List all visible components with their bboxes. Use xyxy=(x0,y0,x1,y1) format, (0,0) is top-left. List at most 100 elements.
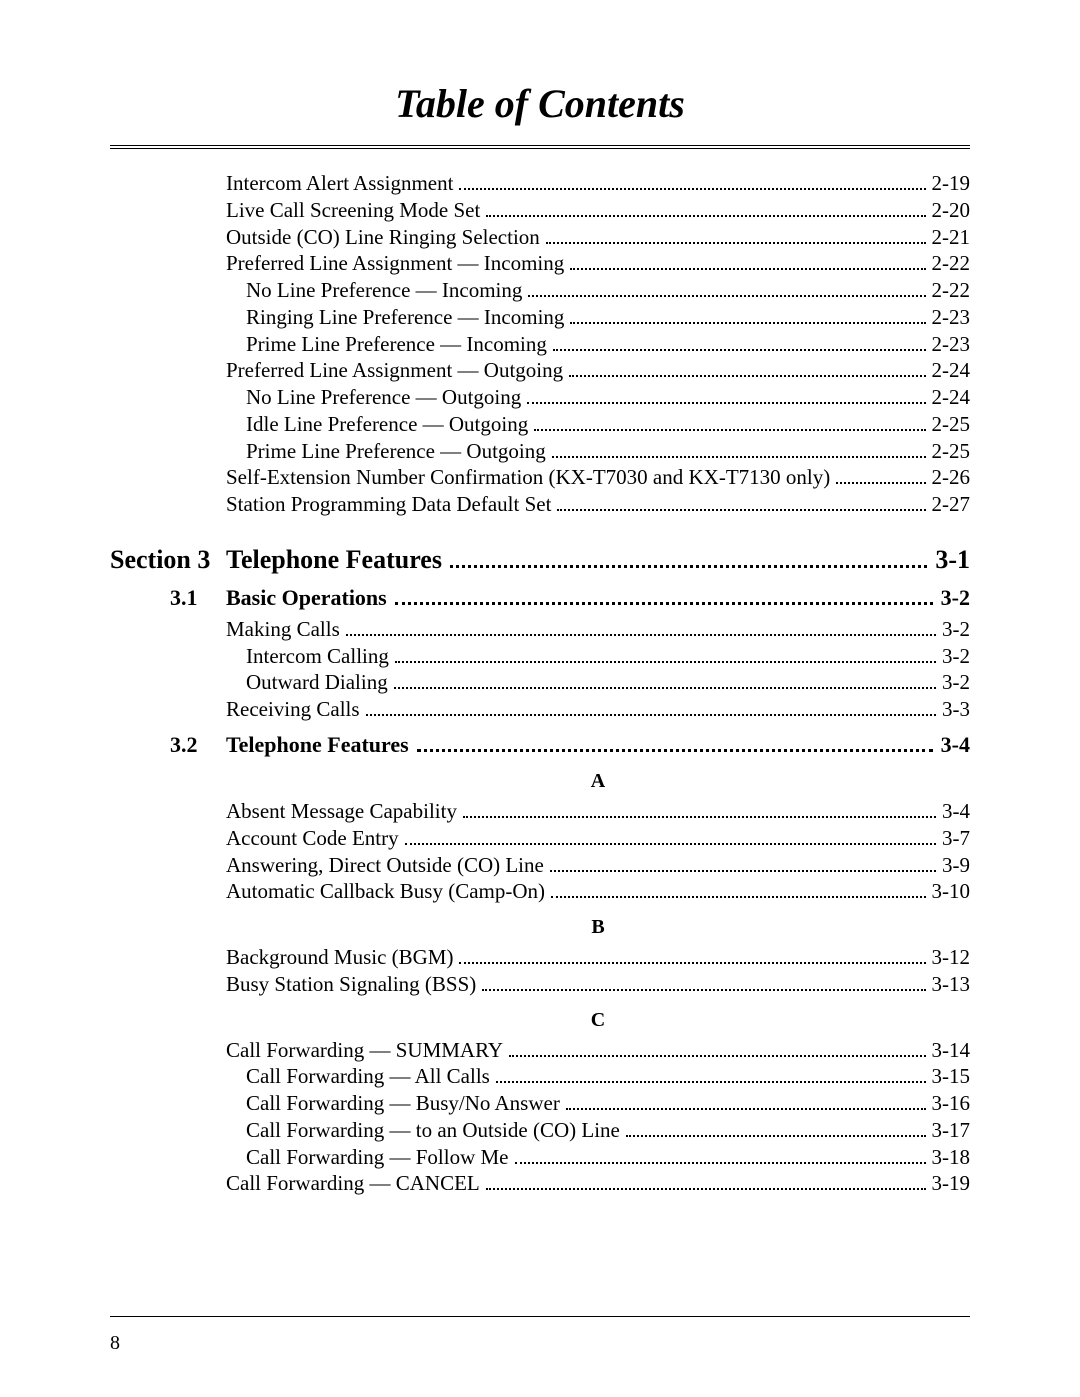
leader-dots xyxy=(366,714,936,716)
toc-entry-page: 3-14 xyxy=(932,1038,971,1063)
toc-entry-label: Account Code Entry xyxy=(226,826,399,851)
toc-entry-page: 3-15 xyxy=(932,1064,971,1089)
toc-entry: Call Forwarding — to an Outside (CO) Lin… xyxy=(226,1118,970,1143)
toc-entry-page: 2-21 xyxy=(932,225,971,250)
leader-dots xyxy=(527,402,925,404)
leader-dots xyxy=(482,989,925,991)
subsection-page: 3-4 xyxy=(941,732,970,758)
subsection-number: 3.1 xyxy=(170,585,226,611)
toc-entry: Idle Line Preference — Outgoing 2-25 xyxy=(226,412,970,437)
section-page: 3-1 xyxy=(935,545,970,575)
toc-entry-page: 3-17 xyxy=(932,1118,971,1143)
toc-entry: Answering, Direct Outside (CO) Line 3-9 xyxy=(226,853,970,878)
toc-entry-label: Prime Line Preference — Outgoing xyxy=(246,439,546,464)
toc-entry-page: 3-2 xyxy=(942,670,970,695)
leader-dots xyxy=(528,295,925,297)
leader-dots xyxy=(496,1081,926,1083)
toc-entry-label: Outward Dialing xyxy=(246,670,388,695)
toc-entry-label: Receiving Calls xyxy=(226,697,360,722)
toc-entry: Call Forwarding — Busy/No Answer3-16 xyxy=(226,1091,970,1116)
toc-entry-label: Self-Extension Number Confirmation (KX-T… xyxy=(226,465,830,490)
subsection-title: Basic Operations xyxy=(226,585,387,611)
leader-dots xyxy=(405,843,936,845)
toc-entry: Station Programming Data Default Set2-27 xyxy=(226,492,970,517)
toc-entry-page: 3-2 xyxy=(942,644,970,669)
toc-entry-page: 3-10 xyxy=(932,879,971,904)
toc-entry-page: 2-20 xyxy=(932,198,971,223)
toc-entry: Preferred Line Assignment — Outgoing2-24 xyxy=(226,358,970,383)
toc-entry-label: Station Programming Data Default Set xyxy=(226,492,551,517)
toc-entry-page: 3-12 xyxy=(932,945,971,970)
toc-entry: Automatic Callback Busy (Camp-On) 3-10 xyxy=(226,879,970,904)
footer-rule xyxy=(110,1316,970,1317)
toc-entry-page: 2-22 xyxy=(932,251,971,276)
toc-entry-label: Preferred Line Assignment — Outgoing xyxy=(226,358,563,383)
toc-entry-page: 2-22 xyxy=(932,278,971,303)
leader-dots xyxy=(836,482,925,484)
entries-a: Absent Message Capability3-4Account Code… xyxy=(226,799,970,904)
toc-entry-page: 2-25 xyxy=(932,439,971,464)
leader-dots xyxy=(557,509,925,511)
toc-entry: Ringing Line Preference — Incoming2-23 xyxy=(226,305,970,330)
leader-dots xyxy=(550,870,936,872)
toc-entry: Absent Message Capability 3-4 xyxy=(226,799,970,824)
toc-entry-label: Answering, Direct Outside (CO) Line xyxy=(226,853,544,878)
toc-top-block: Intercom Alert Assignment2-19Live Call S… xyxy=(226,171,970,517)
leader-dots xyxy=(346,634,936,636)
leader-dots xyxy=(552,456,926,458)
toc-entry-label: Call Forwarding — SUMMARY xyxy=(226,1038,503,1063)
toc-entry: Call Forwarding — CANCEL3-19 xyxy=(226,1171,970,1196)
index-letter-b: B xyxy=(226,916,970,939)
toc-entry-page: 2-23 xyxy=(932,305,971,330)
toc-entry: Receiving Calls3-3 xyxy=(226,697,970,722)
toc-entry-label: Absent Message Capability xyxy=(226,799,457,824)
toc-entry-page: 2-25 xyxy=(932,412,971,437)
toc-entry-page: 3-9 xyxy=(942,853,970,878)
leader-dots xyxy=(395,602,933,605)
toc-entry: No Line Preference — Outgoing2-24 xyxy=(226,385,970,410)
toc-entry-page: 3-2 xyxy=(942,617,970,642)
toc-entry: Outside (CO) Line Ringing Selection 2-21 xyxy=(226,225,970,250)
section-title: Telephone Features xyxy=(226,545,442,575)
toc-entry: Prime Line Preference — Incoming2-23 xyxy=(226,332,970,357)
section-number: Section 3 xyxy=(110,545,226,575)
toc-entry-label: Automatic Callback Busy (Camp-On) xyxy=(226,879,545,904)
toc-entry-label: Idle Line Preference — Outgoing xyxy=(246,412,528,437)
toc-entry-label: Call Forwarding — Busy/No Answer xyxy=(246,1091,560,1116)
toc-entry-label: Background Music (BGM) xyxy=(226,945,453,970)
leader-dots xyxy=(450,565,927,568)
toc-entry-page: 2-26 xyxy=(932,465,971,490)
toc-entry: Prime Line Preference — Outgoing 2-25 xyxy=(226,439,970,464)
entries-c: Call Forwarding — SUMMARY3-14Call Forwar… xyxy=(226,1038,970,1197)
toc-entry-label: Call Forwarding — CANCEL xyxy=(226,1171,480,1196)
section-3-heading: Section 3 Telephone Features 3-1 xyxy=(110,545,970,575)
leader-dots xyxy=(395,661,936,663)
toc-entry: Intercom Alert Assignment2-19 xyxy=(226,171,970,196)
subsection-number: 3.2 xyxy=(170,732,226,758)
leader-dots xyxy=(570,322,925,324)
toc-entry-label: Outside (CO) Line Ringing Selection xyxy=(226,225,540,250)
toc-entry-label: Live Call Screening Mode Set xyxy=(226,198,480,223)
page-number: 8 xyxy=(110,1332,120,1355)
leader-dots xyxy=(486,215,925,217)
page: Table of Contents Intercom Alert Assignm… xyxy=(0,0,1080,1397)
title-rule xyxy=(110,145,970,149)
toc-entry: Outward Dialing 3-2 xyxy=(226,670,970,695)
toc-entry-label: No Line Preference — Incoming xyxy=(246,278,522,303)
entries-b: Background Music (BGM)3-12Busy Station S… xyxy=(226,945,970,997)
toc-entry: Call Forwarding — All Calls 3-15 xyxy=(226,1064,970,1089)
leader-dots xyxy=(486,1188,926,1190)
toc-entry-page: 3-4 xyxy=(942,799,970,824)
toc-entry-label: Intercom Alert Assignment xyxy=(226,171,453,196)
toc-entry: Account Code Entry3-7 xyxy=(226,826,970,851)
subsection-3-2-heading: 3.2 Telephone Features 3-4 xyxy=(110,732,970,758)
toc-entry-label: Prime Line Preference — Incoming xyxy=(246,332,547,357)
subsection-3-1-heading: 3.1 Basic Operations 3-2 xyxy=(110,585,970,611)
leader-dots xyxy=(459,962,925,964)
toc-entry-label: Call Forwarding — All Calls xyxy=(246,1064,490,1089)
leader-dots xyxy=(534,429,925,431)
leader-dots xyxy=(569,375,925,377)
toc-entry: Call Forwarding — Follow Me3-18 xyxy=(226,1145,970,1170)
toc-entry: Intercom Calling3-2 xyxy=(226,644,970,669)
toc-entry: Call Forwarding — SUMMARY 3-14 xyxy=(226,1038,970,1063)
